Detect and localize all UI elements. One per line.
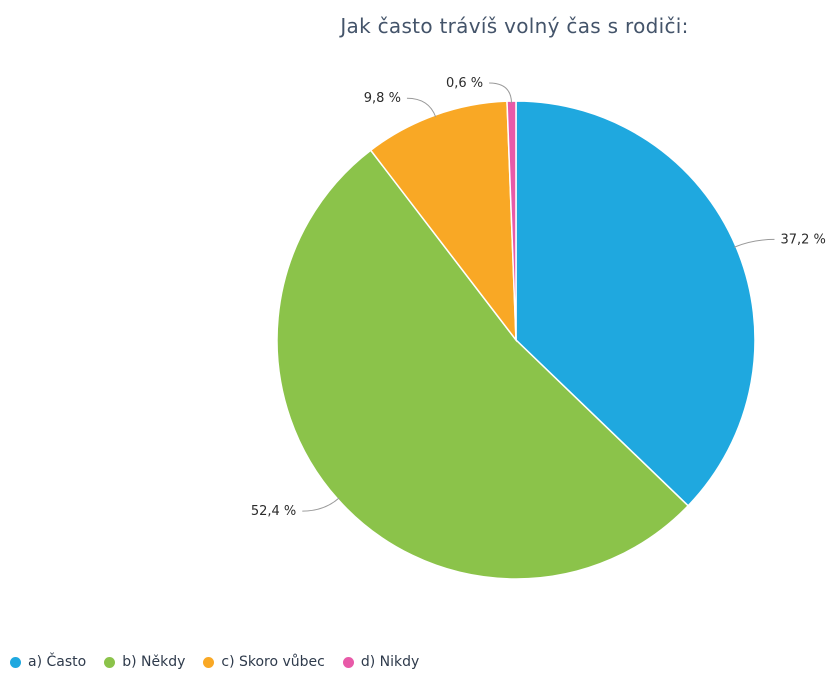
legend-item-skoro-vubec[interactable]: c) Skoro vůbec <box>203 654 325 670</box>
data-label-nekdy: 52,4 % <box>251 504 296 519</box>
connector-skoro-vubec <box>406 97 437 118</box>
legend-swatch-skoro-vubec <box>203 656 215 668</box>
connector-casto <box>733 238 775 248</box>
legend-swatch-nikdy <box>342 656 354 668</box>
connector-nekdy <box>302 497 340 512</box>
legend-item-nekdy[interactable]: b) Někdy <box>104 654 185 670</box>
legend-item-nikdy[interactable]: d) Nikdy <box>342 654 420 670</box>
legend-label-casto: a) Často <box>28 654 87 670</box>
legend-label-skoro-vubec: c) Skoro vůbec <box>221 654 325 670</box>
chart-legend: a) Často b) Někdy c) Skoro vůbec d) Nikd… <box>10 654 437 670</box>
legend-swatch-casto <box>10 656 21 668</box>
legend-label-nekdy: b) Někdy <box>122 654 186 670</box>
data-label-nikdy: 0,6 % <box>446 76 483 91</box>
legend-item-casto[interactable]: a) Často <box>10 654 86 670</box>
connector-nikdy <box>489 82 513 104</box>
legend-swatch-nekdy <box>104 656 116 668</box>
data-label-skoro-vubec: 9,8 % <box>364 91 401 106</box>
chart-title: Jak často trávíš volný čas s rodiči: <box>340 14 689 38</box>
data-label-casto: 37,2 % <box>780 232 825 247</box>
legend-label-nikdy: d) Nikdy <box>360 654 420 670</box>
